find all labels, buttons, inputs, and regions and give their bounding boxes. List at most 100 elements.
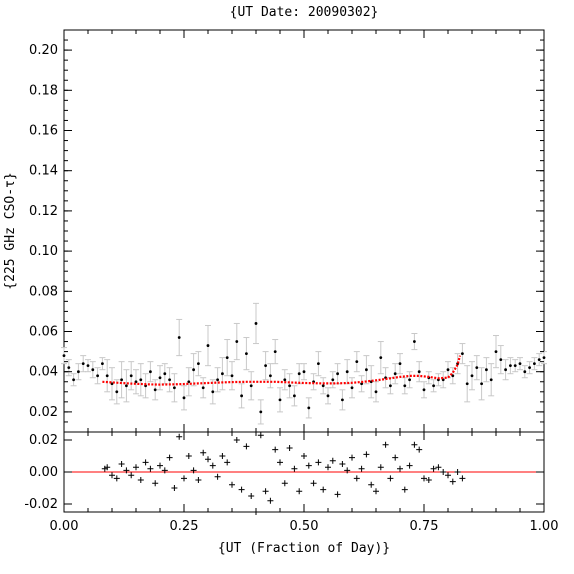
data-point [134,380,138,384]
res-y-tick-label: 0.02 [29,433,58,448]
x-tick-label: 1.00 [530,519,559,534]
data-point [417,370,421,374]
residual-point [296,488,303,495]
data-point [518,362,522,366]
residual-point [185,453,192,459]
data-point [360,382,363,386]
data-point [273,350,277,353]
data-point [326,394,330,398]
residual-point [209,462,216,469]
residual-point [248,493,255,499]
data-point [485,368,488,372]
y-tick-label: 0.18 [29,83,58,98]
residual-point [430,465,437,472]
data-point [216,378,220,382]
residual-point [243,443,250,450]
residual-point [358,465,365,472]
data-point [461,352,464,356]
data-point [259,410,263,414]
x-tick-label: 0.00 [50,519,79,534]
data-point [451,374,455,378]
data-point [245,352,248,356]
residual-point [397,465,403,472]
data-point [408,378,411,382]
main-y-ticks: 0.02 0.04 0.06 0.08 0.10 0.12 0.14 0.16 0.18 0.20 [29,29,544,433]
main-x-ticks [63,30,545,432]
data-point [475,366,479,370]
data-point [91,368,95,372]
residual-point [435,464,442,471]
y-tick-label: 0.04 [29,365,58,380]
y-tick-label: 0.12 [29,204,58,219]
residual-point [334,491,341,498]
data-point [153,388,157,392]
data-point [345,370,349,374]
residual-point [176,433,183,440]
data-point [321,384,325,388]
residual-point [219,453,226,459]
residual-point [339,461,346,467]
residual-point [161,467,168,474]
residual-point [425,477,432,483]
residual-point [229,481,235,488]
data-point [355,360,359,364]
residual-point [262,488,269,495]
data-point [230,374,234,378]
data-point [413,340,416,343]
data-point [192,368,196,372]
data-point [101,362,104,366]
residual-point [104,464,111,471]
residual-point [373,488,379,495]
residual-point [190,467,197,474]
data-point [173,386,176,390]
data-point [72,378,75,382]
data-point [350,386,354,390]
data-point [115,390,119,394]
data-point [81,362,85,366]
y-tick-label: 0.16 [29,124,58,139]
residual-point [454,469,461,475]
data-point [307,406,311,410]
data-point [163,372,167,376]
residual-point [401,486,408,493]
residual-point [205,456,211,463]
residual-point [329,457,336,464]
data-point [403,384,407,388]
data-point [125,384,128,388]
data-point [182,396,186,400]
residual-point [128,472,135,479]
residual-point [152,480,159,487]
y-tick-label: 0.14 [29,164,58,179]
residual-points [101,432,466,515]
data-point [499,358,503,362]
residual-point [411,441,418,448]
data-point [211,390,215,394]
data-point [374,390,378,394]
residual-point [257,432,264,439]
data-point [341,398,344,402]
data-point [297,372,301,376]
residual-point [416,446,423,453]
data-point [158,376,162,380]
residual-point [382,441,389,448]
data-point [62,354,66,358]
data-point [225,356,229,360]
residual-point [310,480,317,487]
residual-point [181,475,187,482]
y-tick-label: 0.20 [29,43,58,58]
data-point [139,378,143,382]
data-point [221,372,224,376]
main-errorbars [61,302,547,425]
residual-point [123,467,130,474]
residual-point [305,462,312,469]
data-point [422,388,426,392]
residual-point [200,449,207,456]
res-y-tick-label: 0.00 [29,465,58,480]
chart-title: {UT Date: 20090302} [230,5,379,20]
data-point [331,378,335,382]
data-point [509,364,512,368]
data-point [398,362,402,366]
residual-point [421,475,427,482]
data-point [201,386,205,390]
x-tick-labels: 0.00 0.25 0.50 0.75 1.00 [50,519,559,534]
